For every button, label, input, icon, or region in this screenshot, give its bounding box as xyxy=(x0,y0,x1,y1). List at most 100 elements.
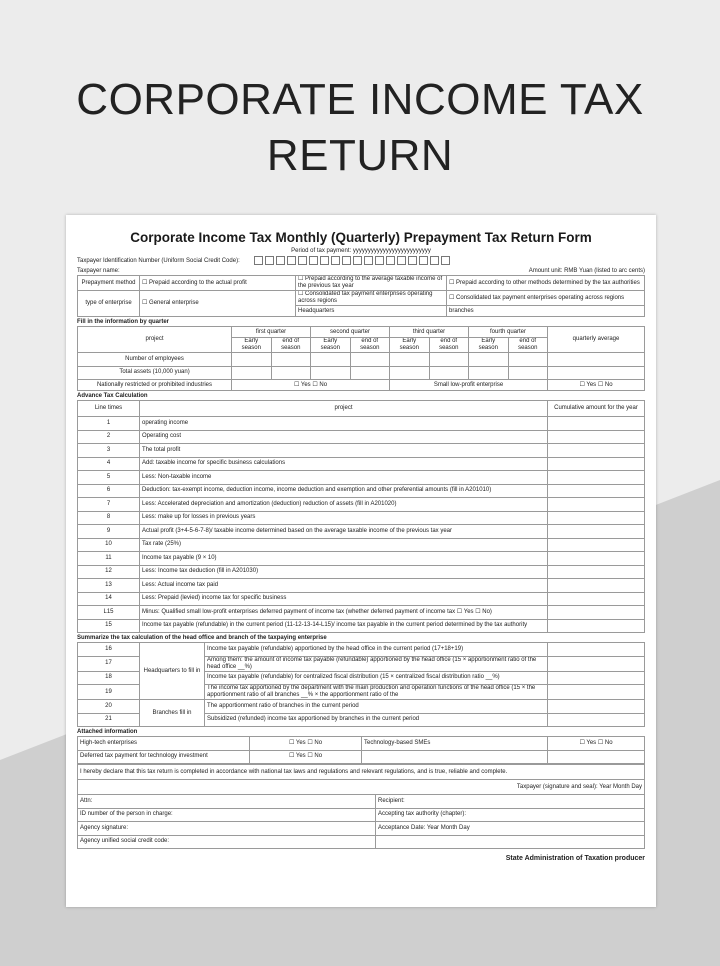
input-cell[interactable] xyxy=(349,352,390,367)
tin-digit-box[interactable] xyxy=(264,256,274,265)
cumulative-amount-cell[interactable] xyxy=(547,443,645,458)
quarterly-average-header: quarterly average xyxy=(547,326,645,353)
input-cell[interactable] xyxy=(231,352,272,367)
input-cell[interactable] xyxy=(231,365,272,380)
advance-header-row: Line times project Cumulative amount for… xyxy=(77,400,645,417)
small-low-profit-yes-no[interactable]: ☐ Yes ☐ No xyxy=(547,379,645,391)
tin-digit-box[interactable] xyxy=(352,256,362,265)
tin-digit-box[interactable] xyxy=(319,256,329,265)
input-cell[interactable] xyxy=(389,365,430,380)
hightech-label: High-tech enterprises xyxy=(77,736,250,751)
input-cell[interactable] xyxy=(547,365,645,380)
cumulative-amount-cell[interactable] xyxy=(547,456,645,471)
input-cell[interactable] xyxy=(428,352,469,367)
tin-boxes[interactable] xyxy=(253,256,450,265)
amount-cell[interactable] xyxy=(547,642,645,657)
type-consolidated-2[interactable]: ☐ Consolidated tax payment enterprises o… xyxy=(446,290,645,306)
pm-option-actual[interactable]: ☐ Prepaid according to the actual profit xyxy=(139,275,296,291)
tin-digit-box[interactable] xyxy=(363,256,373,265)
end-season-header: end of season xyxy=(507,337,548,353)
input-cell[interactable] xyxy=(547,352,645,367)
tin-digit-box[interactable] xyxy=(418,256,428,265)
cumulative-amount-cell[interactable] xyxy=(547,510,645,525)
input-cell[interactable] xyxy=(507,352,548,367)
input-cell[interactable] xyxy=(310,352,351,367)
input-cell[interactable] xyxy=(270,352,311,367)
amount-cell[interactable] xyxy=(547,712,645,727)
cumulative-amount-cell[interactable] xyxy=(547,591,645,606)
tin-digit-box[interactable] xyxy=(385,256,395,265)
input-cell[interactable] xyxy=(389,352,430,367)
tin-digit-box[interactable] xyxy=(396,256,406,265)
tin-digit-box[interactable] xyxy=(407,256,417,265)
pm-option-average[interactable]: ☐ Prepaid according to the average taxab… xyxy=(295,275,447,291)
input-cell[interactable] xyxy=(270,365,311,380)
cumulative-amount-cell[interactable] xyxy=(547,618,645,633)
tin-digit-box[interactable] xyxy=(341,256,351,265)
form-title: Corporate Income Tax Monthly (Quarterly)… xyxy=(130,230,592,245)
line-description: Operating cost xyxy=(139,429,548,444)
signature-table: I hereby declare that this tax return is… xyxy=(77,764,645,849)
agency-code-field[interactable]: Agency unified social credit code: xyxy=(77,834,376,849)
summary-section-title: Summarize the tax calculation of the hea… xyxy=(77,635,327,641)
tin-digit-box[interactable] xyxy=(286,256,296,265)
agency-signature-field[interactable]: Agency signature: xyxy=(77,821,376,836)
cumulative-amount-cell[interactable] xyxy=(547,551,645,566)
cumulative-amount-cell[interactable] xyxy=(547,483,645,498)
line-number: 1 xyxy=(77,416,140,431)
cumulative-amount-cell[interactable] xyxy=(547,429,645,444)
line-description: The apportionment ratio of branches in t… xyxy=(204,699,548,714)
taxpayer-signature[interactable]: Taxpayer (signature and seal): Year Mont… xyxy=(77,779,645,795)
deferred-yes-no[interactable]: ☐ Yes ☐ No xyxy=(249,749,362,764)
accepting-authority-field[interactable]: Accepting tax authority (chapter): xyxy=(375,807,645,822)
cumulative-amount-cell[interactable] xyxy=(547,605,645,620)
cumulative-amount-cell[interactable] xyxy=(547,564,645,579)
tin-digit-box[interactable] xyxy=(308,256,318,265)
line-number: 13 xyxy=(77,578,140,593)
tech-smes-yes-no[interactable]: ☐ Yes ☐ No xyxy=(547,736,645,751)
recipient-field[interactable]: Recipient: xyxy=(375,794,645,809)
cumulative-amount-cell[interactable] xyxy=(547,537,645,552)
input-cell[interactable] xyxy=(428,365,469,380)
input-cell[interactable] xyxy=(349,365,390,380)
restricted-row: Nationally restricted or prohibited indu… xyxy=(77,379,645,391)
assets-row: Total assets (10,000 yuan) xyxy=(77,365,645,380)
cumulative-amount-cell[interactable] xyxy=(547,416,645,431)
line-description: Less: Actual income tax paid xyxy=(139,578,548,593)
hightech-yes-no[interactable]: ☐ Yes ☐ No xyxy=(249,736,362,751)
line-number: 19 xyxy=(77,684,140,700)
tin-digit-box[interactable] xyxy=(275,256,285,265)
cumulative-amount-cell[interactable] xyxy=(547,578,645,593)
line-description: Less: Accelerated depreciation and amort… xyxy=(139,497,548,512)
cumulative-amount-cell[interactable] xyxy=(547,497,645,512)
tin-digit-box[interactable] xyxy=(297,256,307,265)
amount-cell[interactable] xyxy=(547,684,645,700)
tin-digit-box[interactable] xyxy=(440,256,450,265)
acceptance-date-field[interactable]: Acceptance Date: Year Month Day xyxy=(375,821,645,836)
amount-cell[interactable] xyxy=(547,655,645,672)
amount-cell[interactable] xyxy=(547,699,645,714)
empty-cell xyxy=(375,834,645,849)
input-cell[interactable] xyxy=(468,352,509,367)
line-number: 10 xyxy=(77,537,140,552)
tin-digit-box[interactable] xyxy=(330,256,340,265)
employees-label: Number of employees xyxy=(77,352,232,367)
cumulative-amount-cell[interactable] xyxy=(547,524,645,539)
type-consolidated-1[interactable]: ☐ Consolidated tax payment enterprises o… xyxy=(295,290,447,306)
line-number: 20 xyxy=(77,699,140,714)
id-number-field[interactable]: ID number of the person in charge: xyxy=(77,807,376,822)
amount-cell[interactable] xyxy=(547,670,645,685)
restricted-yes-no[interactable]: ☐ Yes ☐ No xyxy=(231,379,390,391)
producer: State Administration of Taxation produce… xyxy=(505,855,645,862)
tin-digit-box[interactable] xyxy=(429,256,439,265)
type-general[interactable]: ☐ General enterprise xyxy=(139,290,296,317)
tin-digit-box[interactable] xyxy=(374,256,384,265)
tin-digit-box[interactable] xyxy=(253,256,263,265)
line-number: L15 xyxy=(77,605,140,620)
input-cell[interactable] xyxy=(507,365,548,380)
attn-field[interactable]: Attn: xyxy=(77,794,376,809)
pm-option-other[interactable]: ☐ Prepaid according to other methods det… xyxy=(446,275,645,291)
cumulative-amount-cell[interactable] xyxy=(547,470,645,485)
input-cell[interactable] xyxy=(310,365,351,380)
input-cell[interactable] xyxy=(468,365,509,380)
